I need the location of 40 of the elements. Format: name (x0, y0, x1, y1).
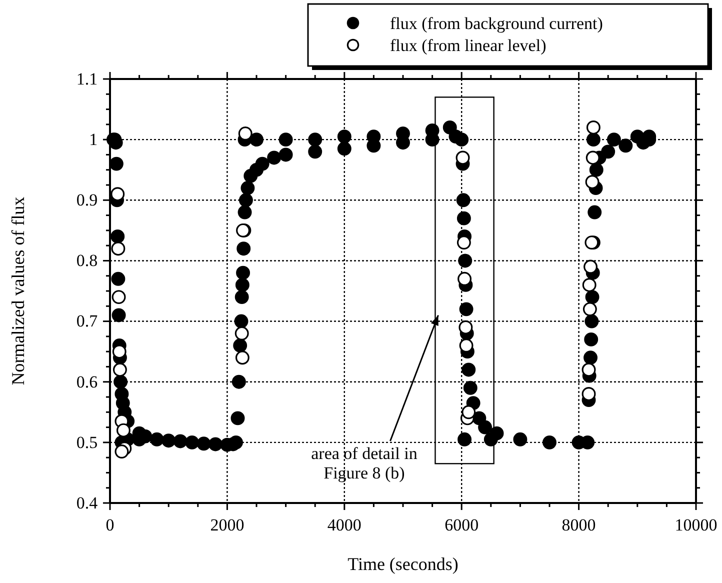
point (114, 444, 129, 458)
x-axis-title: Time (seconds) (348, 554, 458, 574)
y-tick-label: 1 (89, 130, 98, 150)
x-tick-label: 10000 (674, 516, 718, 535)
point (116, 423, 130, 438)
point (585, 175, 600, 189)
y-tick-label: 0.5 (76, 432, 98, 452)
x-tick-label: 4000 (327, 516, 362, 535)
y-axis-title: Normalized values of flux (8, 196, 28, 386)
x-tick-label: 2000 (210, 516, 244, 535)
point (235, 350, 250, 365)
y-tick-label: 0.9 (76, 190, 98, 210)
point (582, 362, 596, 377)
y-tick-label: 0.4 (76, 493, 98, 512)
x-tick-label: 6000 (444, 516, 479, 535)
legend-label: flux (from background current) (390, 14, 603, 33)
annotation: area of detail in Figure 8 (b) (311, 444, 418, 483)
point (462, 405, 476, 420)
point (456, 236, 471, 250)
point (586, 150, 600, 165)
x-tick-label: 0 (106, 516, 114, 535)
point (584, 260, 598, 274)
point (586, 120, 600, 134)
point (582, 278, 596, 292)
point (458, 320, 473, 334)
point (238, 126, 252, 140)
point (111, 242, 126, 256)
point (458, 272, 472, 286)
y-tick-label: 0.6 (76, 372, 98, 392)
x-tick-label: 8000 (562, 516, 596, 535)
legend-label: flux (from linear level) (390, 36, 546, 55)
y-tick-label: 0.7 (76, 312, 98, 331)
y-tick-label: 1.1 (76, 69, 98, 88)
point (112, 290, 126, 304)
point (582, 387, 596, 401)
point (110, 187, 125, 202)
point (459, 338, 474, 352)
point (112, 344, 126, 359)
y-tick-label: 0.8 (76, 251, 98, 270)
point (456, 150, 470, 165)
